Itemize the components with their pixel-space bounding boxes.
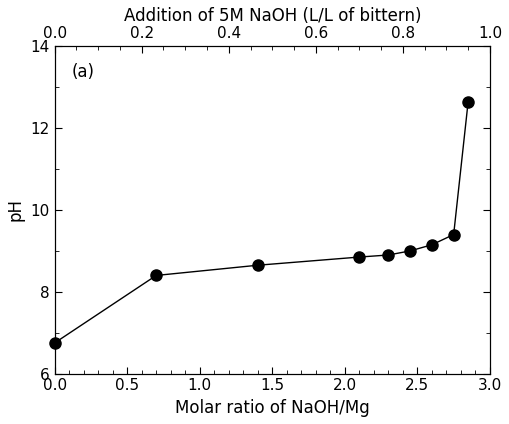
X-axis label: Addition of 5M NaOH (L/L of bittern): Addition of 5M NaOH (L/L of bittern)	[124, 7, 421, 25]
Y-axis label: pH: pH	[7, 198, 25, 221]
Text: (a): (a)	[72, 63, 95, 81]
X-axis label: Molar ratio of NaOH/Mg: Molar ratio of NaOH/Mg	[175, 399, 370, 417]
